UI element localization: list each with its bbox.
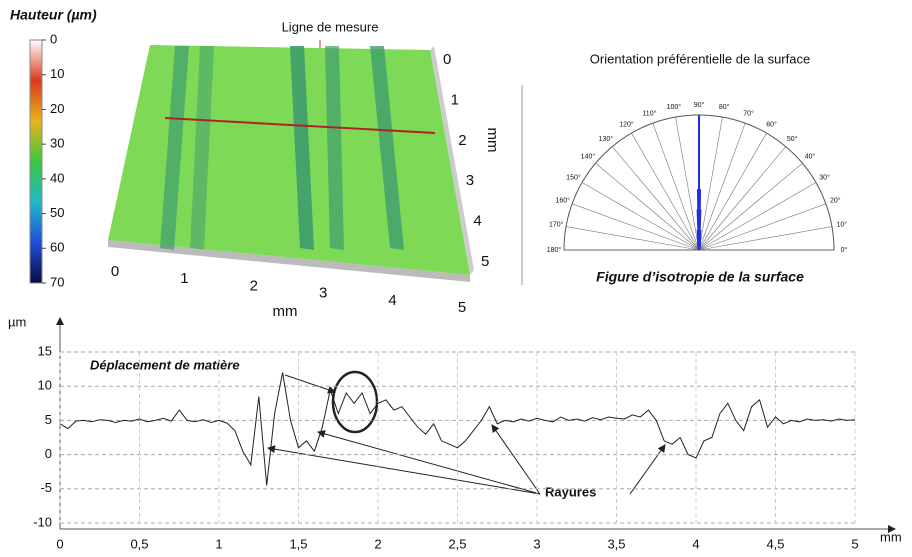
x-tick-label: 2 xyxy=(250,277,258,294)
polar-spoke xyxy=(698,146,787,251)
polar-title: Orientation préférentielle de la surface xyxy=(590,51,810,66)
tick-label: 10 xyxy=(50,66,64,81)
x-tick-label: 0 xyxy=(111,263,119,280)
polar-caption: Figure d’isotropie de la surface xyxy=(596,269,804,285)
profile-line xyxy=(59,372,856,486)
polar-spoke xyxy=(698,123,746,251)
angle-label: 10° xyxy=(837,221,848,229)
angle-label: 120° xyxy=(619,120,634,128)
polar-spoke xyxy=(675,116,700,251)
annotation: Rayures xyxy=(545,484,596,499)
y-axis-label: mm xyxy=(484,128,501,153)
polar-spoke xyxy=(631,132,700,251)
y-tick-label: 3 xyxy=(466,172,474,189)
angle-label: 170° xyxy=(549,221,564,229)
tick-label: 40 xyxy=(50,170,64,185)
annotation: Déplacement de matière xyxy=(90,357,240,372)
angle-label: 180° xyxy=(547,246,562,254)
polar-spoke xyxy=(565,226,700,251)
x-tick-label: 0 xyxy=(56,536,63,551)
colorbar-title: Hauteur (µm) xyxy=(10,7,97,23)
polar-spoke xyxy=(698,116,723,251)
x-tick-label: 3 xyxy=(533,536,540,551)
tick-label: 50 xyxy=(50,205,64,220)
angle-label: 80° xyxy=(719,103,730,111)
y-tick-label: -5 xyxy=(40,480,52,495)
y-tick-label: -10 xyxy=(33,514,52,529)
annotation: Ligne de mesure xyxy=(282,19,379,34)
y-tick-label: 5 xyxy=(45,412,52,427)
x-tick-label: 2,5 xyxy=(448,536,466,551)
x-tick-label: 1 xyxy=(180,270,188,287)
tick-label: 70 xyxy=(50,274,64,289)
annotation-arrows xyxy=(267,40,666,495)
x-axis-label: mm xyxy=(880,529,902,544)
surface-side xyxy=(108,240,470,282)
polar-spoke xyxy=(698,162,803,251)
angle-label: 110° xyxy=(642,110,656,118)
x-tick-label: 4 xyxy=(388,292,396,309)
polar-spoke xyxy=(611,146,700,251)
scratch xyxy=(190,46,214,250)
scratch xyxy=(290,46,314,250)
angle-label: 70° xyxy=(743,110,754,118)
y-axis-label: µm xyxy=(8,314,26,329)
x-tick-label: 1,5 xyxy=(289,536,307,551)
x-tick-label: 1 xyxy=(215,536,222,551)
angle-label: 30° xyxy=(819,173,830,181)
x-tick-label: 5 xyxy=(458,299,466,316)
y-tick-label: 0 xyxy=(45,446,52,461)
polar-spoke xyxy=(572,203,700,251)
y-tick-label: 10 xyxy=(38,378,52,393)
polar-spoke xyxy=(698,226,833,251)
x-tick-label: 2 xyxy=(374,536,381,551)
scratch xyxy=(160,46,189,250)
x-tick-label: 5 xyxy=(851,536,858,551)
angle-label: 60° xyxy=(766,120,777,128)
measure-line xyxy=(164,117,436,134)
angle-label: 160° xyxy=(556,196,571,204)
angle-label: 0° xyxy=(841,246,848,254)
y-tick-label: 1 xyxy=(451,91,459,108)
angle-label: 50° xyxy=(787,135,798,143)
tick-label: 20 xyxy=(50,101,64,116)
angle-label: 140° xyxy=(581,153,596,161)
y-tick-label: 0 xyxy=(443,51,451,68)
x-tick-label: 3,5 xyxy=(607,536,625,551)
polar-spoke xyxy=(698,182,817,251)
y-tick-label: 2 xyxy=(458,132,466,149)
polar-spoke xyxy=(581,182,700,251)
polar-spoke xyxy=(698,203,826,251)
x-tick-label: 4 xyxy=(692,536,699,551)
polar-spoke xyxy=(698,132,767,251)
angle-label: 130° xyxy=(599,135,614,143)
scratch xyxy=(325,46,344,250)
angle-label: 40° xyxy=(805,153,816,161)
polar-spoke xyxy=(652,123,700,251)
surface-side xyxy=(430,46,474,275)
rose-ray xyxy=(696,243,700,251)
x-tick-label: 3 xyxy=(319,285,327,302)
angle-label: 100° xyxy=(667,103,682,111)
scratch xyxy=(370,46,404,250)
angle-label: 150° xyxy=(566,173,581,181)
polar-spoke xyxy=(595,162,700,251)
tick-label: 60 xyxy=(50,240,64,255)
tick-label: 30 xyxy=(50,136,64,151)
y-tick-label: 4 xyxy=(473,213,481,230)
colorbar xyxy=(29,39,43,284)
x-tick-label: 4,5 xyxy=(766,536,784,551)
tick-label: 0 xyxy=(50,31,57,46)
x-axis-label: mm xyxy=(273,303,298,320)
y-tick-label: 15 xyxy=(38,343,52,358)
x-tick-label: 0,5 xyxy=(130,536,148,551)
angle-label: 90° xyxy=(694,101,705,109)
angle-label: 20° xyxy=(830,196,841,204)
y-tick-label: 5 xyxy=(481,253,489,270)
